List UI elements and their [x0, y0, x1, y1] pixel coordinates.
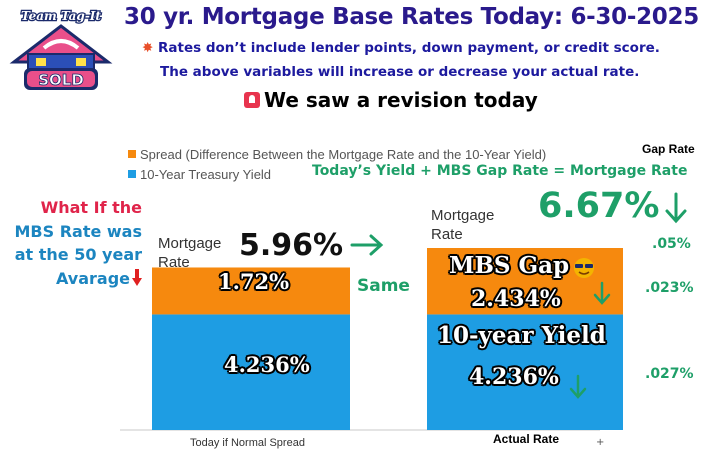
legend-item-spread: Spread (Difference Between the Mortgage … — [128, 147, 546, 162]
sunglasses-emoji-icon — [574, 258, 594, 278]
right-arrow-icon — [350, 234, 384, 256]
bar-right-spread-segment — [427, 248, 623, 315]
what-if-line-3: at the 50 year — [14, 245, 142, 264]
tiny-plus-mark: + — [596, 437, 605, 448]
left-mortgage-rate-label: Mortgage Rate — [158, 234, 221, 272]
what-if-line-4-wrap: Avarage — [4, 267, 142, 291]
rate-disclaimer-line-1: ✸ Rates don’t include lender points, dow… — [142, 40, 660, 56]
same-label: Same — [357, 276, 410, 296]
down-arrow-icon-gap — [593, 281, 611, 305]
legend-swatch-treasury — [128, 170, 136, 178]
gap-change-value-1: .05% — [652, 236, 691, 252]
left-yield-value-label: 4.236% — [224, 352, 310, 378]
left-mortgage-label-line-2: Rate — [158, 254, 190, 271]
team-tag-it-logo: SOLD Team Tag-It — [9, 8, 113, 90]
what-if-line-1: What If the — [40, 198, 142, 217]
logo-sold-text: SOLD — [38, 71, 84, 89]
what-if-line-4: Avarage — [55, 268, 130, 288]
down-arrow-icon-rate — [665, 192, 687, 224]
right-mortgage-rate-label: Mortgage Rate — [431, 206, 494, 244]
rate-disclaimer-line-2: The above variables will increase or dec… — [160, 64, 640, 80]
left-total-rate: 5.96% — [239, 228, 344, 263]
right-total-rate: 6.67% — [538, 186, 660, 226]
bar-left-yield-segment — [152, 314, 350, 430]
legend-label-treasury: 10-Year Treasury Yield — [140, 167, 272, 182]
burst-icon: ✸ — [142, 40, 154, 56]
red-down-arrow-icon — [132, 268, 142, 287]
left-spread-value-label: 1.72% — [218, 269, 290, 295]
right-mortgage-label-line-1: Mortgage — [431, 207, 495, 224]
x-tick-label-right: Actual Rate — [493, 432, 560, 446]
x-tick-label-left: Today if Normal Spread — [190, 437, 305, 449]
right-yield-title: 10-year Yield — [437, 322, 606, 350]
legend-item-treasury: 10-Year Treasury Yield — [128, 167, 271, 182]
logo-team-text: Team Tag-It — [21, 9, 101, 23]
revision-notice: We saw a revision today — [244, 88, 538, 112]
page-title: 30 yr. Mortgage Base Rates Today: 6-30-2… — [124, 4, 699, 30]
note-line-1-text: Rates don’t include lender points, down … — [158, 40, 660, 56]
legend-swatch-spread — [128, 150, 136, 158]
what-if-line-2: MBS Rate was — [14, 221, 143, 241]
left-mortgage-label-line-1: Mortgage — [158, 235, 222, 252]
right-mbs-gap-title: MBS Gap — [449, 252, 570, 279]
gap-change-value-2: .023% — [645, 280, 694, 296]
right-yield-value-label: 4.236% — [469, 364, 559, 391]
down-arrow-icon-yield — [569, 374, 587, 399]
right-mortgage-label-line-2: Rate — [431, 226, 463, 243]
what-if-annotation: What If the MBS Rate was at the 50 year … — [4, 196, 142, 290]
gap-rate-heading: Gap Rate — [642, 142, 695, 156]
right-spread-value-label: 2.434% — [471, 286, 561, 312]
siren-icon — [244, 92, 260, 108]
revision-text: We saw a revision today — [264, 88, 538, 112]
bar-left-spread-segment — [152, 267, 350, 315]
formula-text: Today’s Yield + MBS Gap Rate = Mortgage … — [312, 163, 688, 179]
legend-label-spread: Spread (Difference Between the Mortgage … — [140, 147, 547, 162]
gap-change-value-3: .027% — [645, 366, 694, 382]
bar-right-yield-segment — [427, 314, 623, 430]
